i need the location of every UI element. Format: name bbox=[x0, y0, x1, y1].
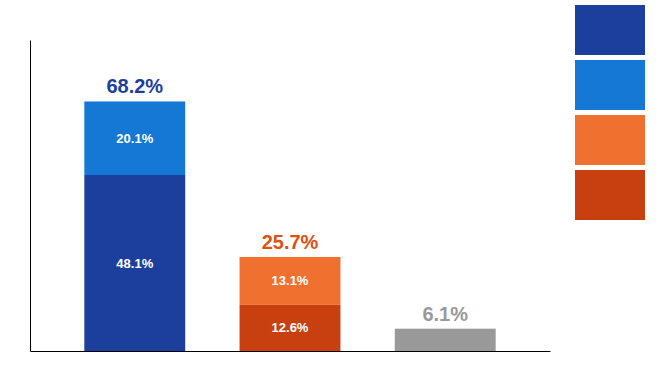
bar-segment bbox=[240, 257, 341, 305]
legend bbox=[575, 5, 645, 220]
bar-segment bbox=[84, 101, 185, 175]
legend-swatch bbox=[575, 115, 645, 165]
segment-label: 13.1% bbox=[272, 273, 309, 288]
bar-segment bbox=[240, 305, 341, 351]
segment-label: 12.6% bbox=[272, 320, 309, 335]
bar-segment bbox=[395, 329, 496, 351]
total-label: 68.2% bbox=[106, 75, 163, 97]
bars bbox=[84, 101, 495, 351]
segment-label: 48.1% bbox=[116, 256, 153, 271]
legend-swatch bbox=[575, 170, 645, 220]
chart: 48.1% 12.6% 20.1% 13.1% 68.2% 25.7% 6.1% bbox=[0, 0, 660, 371]
bar-segment bbox=[84, 175, 185, 351]
total-label: 6.1% bbox=[422, 303, 468, 325]
legend-swatch bbox=[575, 60, 645, 110]
legend-swatch bbox=[575, 5, 645, 55]
x-axis-line bbox=[31, 351, 551, 352]
segment-label: 20.1% bbox=[116, 131, 153, 146]
annotations: 68.2% 25.7% 6.1% bbox=[106, 75, 468, 324]
total-label: 25.7% bbox=[262, 231, 319, 253]
y-axis-line bbox=[30, 41, 31, 352]
y-axis bbox=[30, 41, 31, 352]
